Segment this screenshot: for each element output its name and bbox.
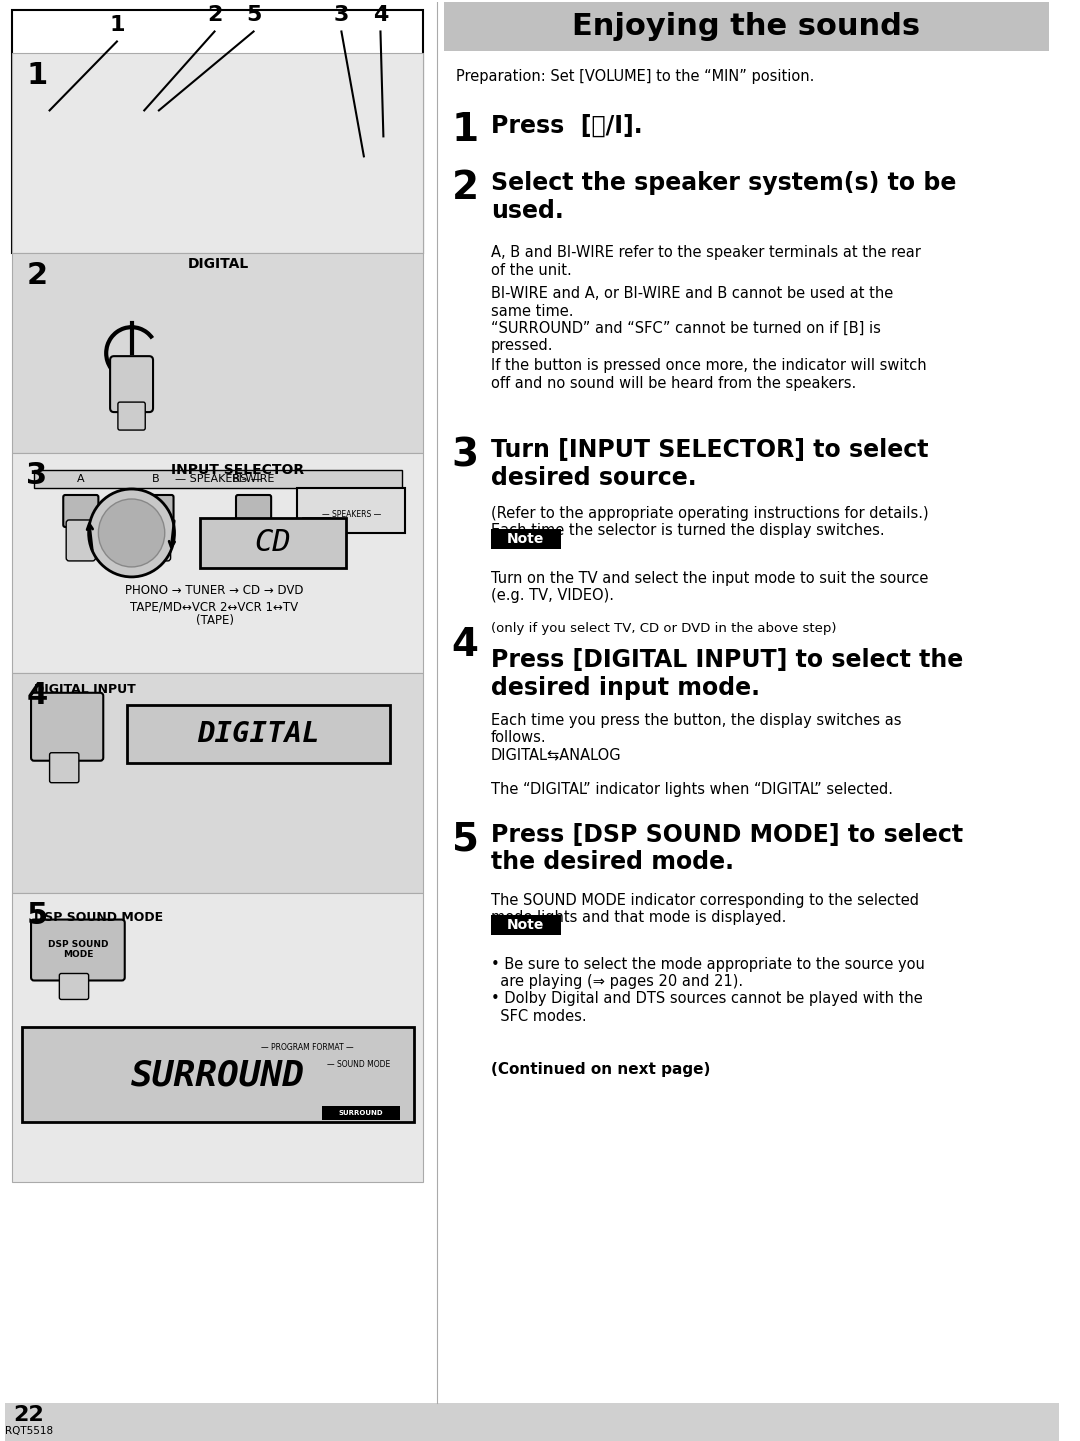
Text: Press [DIGITAL INPUT] to select the
desired input mode.: Press [DIGITAL INPUT] to select the desi… — [490, 648, 963, 700]
Text: 2: 2 — [26, 261, 48, 290]
Circle shape — [156, 107, 162, 114]
Text: INPUT SELECTOR: INPUT SELECTOR — [171, 463, 305, 477]
Text: Press [DSP SOUND MODE] to select
the desired mode.: Press [DSP SOUND MODE] to select the des… — [490, 823, 963, 875]
FancyBboxPatch shape — [31, 919, 124, 980]
FancyBboxPatch shape — [141, 520, 171, 561]
FancyBboxPatch shape — [239, 520, 268, 561]
FancyBboxPatch shape — [302, 517, 329, 530]
Text: Turn [INPUT SELECTOR] to select
desired source.: Turn [INPUT SELECTOR] to select desired … — [490, 438, 928, 490]
Circle shape — [140, 107, 147, 114]
Text: CD: CD — [255, 529, 292, 558]
FancyBboxPatch shape — [110, 356, 153, 412]
FancyBboxPatch shape — [138, 496, 174, 527]
Text: 2: 2 — [207, 6, 222, 26]
FancyBboxPatch shape — [32, 86, 422, 101]
Text: TAPE/MD↔VCR 2↔VCR 1↔TV: TAPE/MD↔VCR 2↔VCR 1↔TV — [131, 601, 298, 614]
FancyBboxPatch shape — [13, 53, 423, 254]
FancyBboxPatch shape — [126, 705, 390, 762]
Text: (TAPE): (TAPE) — [195, 614, 233, 627]
FancyBboxPatch shape — [4, 1404, 1058, 1441]
Text: RQT5518: RQT5518 — [5, 1427, 53, 1437]
Circle shape — [89, 488, 175, 576]
FancyBboxPatch shape — [31, 693, 104, 761]
FancyBboxPatch shape — [490, 529, 561, 549]
FancyBboxPatch shape — [62, 235, 393, 246]
FancyBboxPatch shape — [32, 86, 422, 246]
FancyBboxPatch shape — [297, 488, 405, 533]
Text: 2: 2 — [451, 170, 478, 208]
Text: 4: 4 — [373, 6, 388, 26]
Text: 1: 1 — [109, 16, 124, 36]
FancyBboxPatch shape — [13, 452, 423, 673]
Text: BI-WIRE: BI-WIRE — [232, 474, 275, 484]
FancyBboxPatch shape — [64, 496, 98, 527]
FancyBboxPatch shape — [13, 254, 423, 452]
Circle shape — [98, 499, 165, 566]
Text: Preparation: Set [VOLUME] to the “MIN” position.: Preparation: Set [VOLUME] to the “MIN” p… — [456, 69, 814, 85]
Text: SURROUND: SURROUND — [131, 1058, 305, 1092]
Text: 5: 5 — [246, 6, 261, 26]
Text: PHONO → TUNER → CD → DVD: PHONO → TUNER → CD → DVD — [125, 585, 303, 598]
Text: DIGITAL INPUT: DIGITAL INPUT — [33, 683, 136, 696]
Text: A, B and BI-WIRE refer to the speaker terminals at the rear
of the unit.: A, B and BI-WIRE refer to the speaker te… — [490, 245, 920, 278]
FancyBboxPatch shape — [13, 673, 423, 892]
Text: 22: 22 — [14, 1405, 44, 1425]
Text: • Be sure to select the mode appropriate to the source you
  are playing (⇒ page: • Be sure to select the mode appropriate… — [490, 957, 924, 1023]
Text: DSP SOUND MODE: DSP SOUND MODE — [33, 911, 163, 924]
FancyBboxPatch shape — [444, 1, 1049, 52]
Text: A: A — [77, 474, 84, 484]
FancyBboxPatch shape — [120, 104, 174, 117]
FancyBboxPatch shape — [13, 892, 423, 1182]
Text: B: B — [152, 474, 160, 484]
Text: — SOUND MODE: — SOUND MODE — [327, 1061, 390, 1069]
FancyBboxPatch shape — [490, 915, 561, 935]
FancyBboxPatch shape — [59, 974, 89, 1000]
Text: 3: 3 — [26, 461, 48, 490]
FancyBboxPatch shape — [40, 102, 59, 118]
FancyBboxPatch shape — [200, 517, 347, 568]
FancyBboxPatch shape — [66, 520, 95, 561]
Text: — SPEAKERS —: — SPEAKERS — — [322, 510, 381, 519]
Text: SURROUND: SURROUND — [339, 1111, 383, 1117]
FancyBboxPatch shape — [118, 402, 145, 429]
Text: 5: 5 — [26, 901, 48, 929]
Text: The SOUND MODE indicator corresponding to the selected
mode lights and that mode: The SOUND MODE indicator corresponding t… — [490, 892, 919, 925]
Text: 3: 3 — [334, 6, 349, 26]
Circle shape — [124, 107, 131, 114]
Text: Enjoying the sounds: Enjoying the sounds — [572, 12, 920, 40]
Text: BI-WIRE and A, or BI-WIRE and B cannot be used at the
same time.
“SURROUND” and : BI-WIRE and A, or BI-WIRE and B cannot b… — [490, 287, 893, 353]
Text: 5: 5 — [451, 821, 478, 859]
Text: Press  [⏻/I].: Press [⏻/I]. — [490, 114, 643, 137]
FancyBboxPatch shape — [237, 496, 271, 527]
Text: 4: 4 — [451, 625, 478, 664]
FancyBboxPatch shape — [322, 1107, 400, 1120]
Text: Each time you press the button, the display switches as
follows.
DIGITAL⇆ANALOG
: Each time you press the button, the disp… — [490, 713, 901, 797]
Text: — SPEAKERS —: — SPEAKERS — — [175, 474, 261, 484]
Text: — PROGRAM FORMAT —: — PROGRAM FORMAT — — [261, 1043, 353, 1052]
Circle shape — [327, 138, 362, 174]
FancyBboxPatch shape — [23, 1027, 414, 1123]
Text: 3: 3 — [451, 437, 478, 474]
FancyBboxPatch shape — [368, 138, 408, 147]
Text: 1: 1 — [26, 62, 48, 91]
Text: 4: 4 — [26, 680, 48, 710]
FancyBboxPatch shape — [315, 107, 422, 206]
FancyBboxPatch shape — [33, 470, 402, 488]
Text: DIGITAL: DIGITAL — [187, 258, 248, 271]
FancyBboxPatch shape — [13, 10, 423, 254]
Text: DIGITAL: DIGITAL — [198, 719, 320, 748]
Text: Turn on the TV and select the input mode to suit the source
(e.g. TV, VIDEO).: Turn on the TV and select the input mode… — [490, 571, 928, 604]
Text: Note: Note — [508, 918, 544, 931]
Text: 1: 1 — [451, 111, 478, 150]
Text: (only if you select TV, CD or DVD in the above step): (only if you select TV, CD or DVD in the… — [490, 623, 836, 635]
Text: Select the speaker system(s) to be
used.: Select the speaker system(s) to be used. — [490, 171, 956, 223]
Text: (Continued on next page): (Continued on next page) — [490, 1062, 711, 1078]
Circle shape — [204, 137, 267, 200]
FancyBboxPatch shape — [50, 752, 79, 782]
Text: Note: Note — [508, 532, 544, 546]
Text: DSP SOUND
MODE: DSP SOUND MODE — [48, 940, 108, 960]
Text: If the button is pressed once more, the indicator will switch
off and no sound w: If the button is pressed once more, the … — [490, 359, 927, 391]
Circle shape — [194, 127, 276, 210]
Text: (Refer to the appropriate operating instructions for details.)
Each time the sel: (Refer to the appropriate operating inst… — [490, 506, 929, 539]
